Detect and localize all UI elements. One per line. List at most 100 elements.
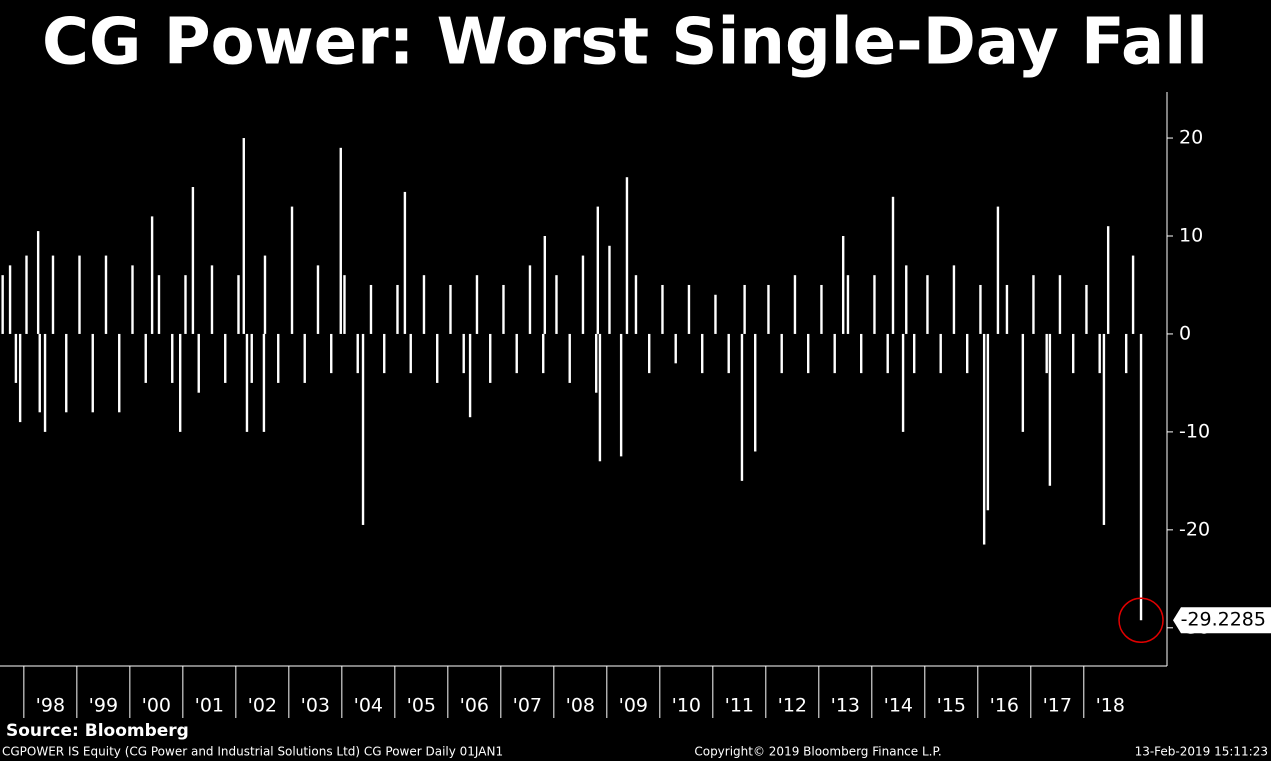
bar (8, 265, 12, 334)
bar (939, 333, 942, 374)
bar (1071, 333, 1075, 374)
bar (178, 333, 182, 432)
bar (740, 333, 744, 481)
bar (303, 333, 306, 383)
bar (966, 333, 969, 374)
bar (608, 245, 611, 334)
y-tick-label: 10 (1179, 224, 1203, 246)
x-tick-label: '18 (1096, 695, 1125, 717)
bar (18, 333, 22, 423)
x-tick-label: '14 (884, 695, 913, 717)
bar (793, 275, 797, 334)
bar (543, 235, 547, 334)
bar (1032, 275, 1035, 334)
bar (104, 255, 108, 334)
bar (210, 265, 214, 334)
bar (263, 255, 267, 334)
bar (290, 206, 294, 334)
bar (224, 333, 227, 383)
bar (403, 191, 407, 334)
bar (436, 333, 439, 383)
bar (886, 333, 889, 374)
bar (727, 333, 730, 374)
bar (343, 275, 346, 334)
x-tick-label: '03 (301, 695, 330, 717)
bar (339, 147, 342, 334)
bar (1045, 333, 1048, 374)
bar (841, 235, 845, 334)
bar (598, 333, 602, 462)
x-tick-label: '00 (142, 695, 171, 717)
bar (873, 275, 876, 334)
bar (952, 265, 956, 334)
bar (846, 275, 850, 334)
bar (634, 275, 638, 334)
y-tick-label: -20 (1179, 518, 1210, 540)
source: Source: Bloomberg (6, 721, 189, 741)
bar (250, 333, 253, 383)
footer-center: Copyright© 2019 Bloomberg Finance L.P. (694, 745, 941, 759)
bar (555, 275, 558, 334)
bar (462, 333, 465, 374)
bar (51, 255, 55, 334)
bar (237, 275, 240, 334)
y-tick-label: 20 (1179, 127, 1203, 149)
bar (316, 265, 320, 334)
bar (144, 333, 147, 383)
x-tick-label: '07 (513, 695, 542, 717)
highlight-circle (1118, 597, 1164, 643)
bar (475, 275, 479, 334)
bar (449, 284, 452, 334)
bar (986, 333, 990, 511)
chart-title: CG Power: Worst Single-Day Fall (42, 6, 1208, 80)
bar (277, 333, 280, 383)
bar (743, 284, 746, 334)
bar (1085, 284, 1088, 334)
bar (1124, 333, 1128, 374)
bar (118, 333, 121, 413)
bar (383, 333, 386, 374)
bar (1005, 284, 1009, 334)
bar (581, 255, 585, 334)
bar (78, 255, 81, 334)
bar (25, 255, 28, 334)
bar (502, 284, 505, 334)
bar (1098, 333, 1101, 374)
bar (91, 333, 94, 413)
bar (1, 275, 4, 334)
bar (150, 216, 154, 334)
bar (369, 284, 373, 334)
x-tick-label: '08 (566, 695, 595, 717)
bar (14, 333, 18, 383)
bar (489, 333, 492, 383)
bar (674, 333, 677, 364)
x-tick-label: '05 (407, 695, 436, 717)
x-tick-label: '06 (460, 695, 489, 717)
bar (913, 333, 916, 374)
x-tick-label: '11 (725, 695, 754, 717)
x-tick-label: '15 (937, 695, 966, 717)
bar (262, 333, 266, 432)
bar (409, 333, 412, 374)
bar (1106, 226, 1110, 334)
x-tick-label: '99 (89, 695, 118, 717)
bar (468, 333, 472, 418)
bar (905, 265, 908, 334)
footer-left: CGPOWER IS Equity (CG Power and Industri… (2, 745, 503, 759)
x-tick-label: '16 (990, 695, 1019, 717)
bar (701, 333, 704, 374)
bar (361, 333, 365, 525)
y-tick-label: -10 (1179, 420, 1210, 442)
bar (422, 275, 426, 334)
bar (595, 333, 598, 393)
bar (65, 333, 68, 413)
bar (245, 333, 249, 432)
bar (596, 206, 600, 334)
bar (1021, 333, 1025, 432)
bar (648, 333, 651, 374)
bar (36, 231, 40, 334)
bar (1102, 333, 1106, 525)
bar (661, 284, 664, 334)
bar (191, 187, 195, 334)
